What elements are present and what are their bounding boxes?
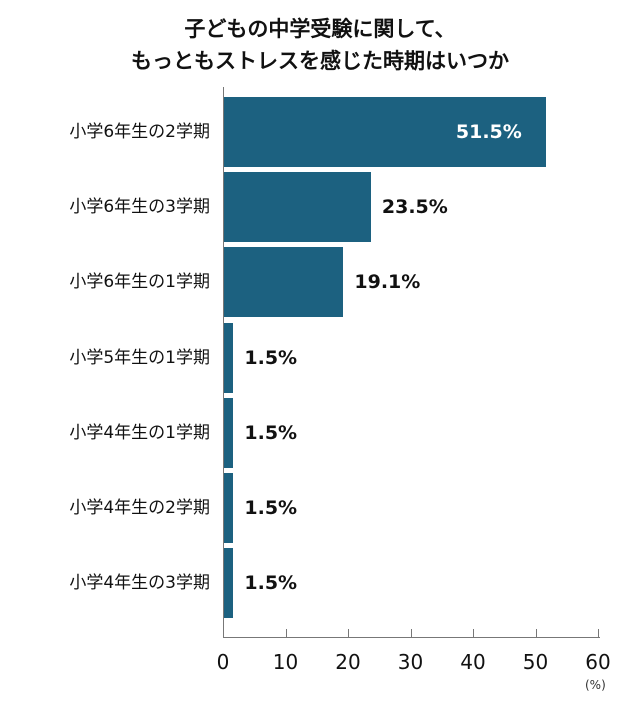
bar [224,473,234,543]
category-label: 小学6年生の1学期 [69,272,210,293]
x-tick [348,629,349,637]
value-label: 23.5% [381,196,448,219]
x-tick-label: 0 [216,650,230,674]
x-tick-label: 30 [397,650,424,674]
x-axis-line [223,637,600,638]
value-label: 1.5% [244,346,298,369]
value-label: 1.5% [244,497,298,519]
x-tick-label: 10 [272,650,299,674]
chart-title-line-2: もっともストレスを感じた時期はいつか [131,49,509,73]
category-label: 小学6年生の3学期 [69,197,210,218]
x-tick-label: 40 [460,650,486,674]
chart-title-line-1: 子どもの中学受験に関して、 [184,17,456,41]
bar [224,97,546,167]
x-tick [598,629,599,637]
category-label: 小学4年生の1学期 [69,422,210,443]
value-label: 51.5% [455,121,522,143]
bar [224,397,234,468]
y-axis-line [223,87,224,637]
x-tick [410,629,412,637]
bar [224,172,371,243]
value-label: 1.5% [244,572,298,595]
value-label: 1.5% [244,421,298,444]
category-label: 小学4年生の2学期 [69,498,210,518]
x-tick-label: 60 [585,650,611,674]
x-tick-label: 20 [335,650,361,674]
x-tick [285,629,287,637]
bar [224,247,344,318]
value-label: 19.1% [354,271,421,294]
category-label: 小学5年生の1学期 [69,347,210,368]
x-tick-label: 50 [522,650,549,674]
x-axis-unit: (%) [585,678,606,692]
x-tick [535,629,537,637]
category-label: 小学6年生の2学期 [69,122,210,142]
x-tick [473,629,474,637]
bar [224,548,234,619]
bar [224,322,234,393]
category-label: 小学4年生の3学期 [69,573,210,594]
